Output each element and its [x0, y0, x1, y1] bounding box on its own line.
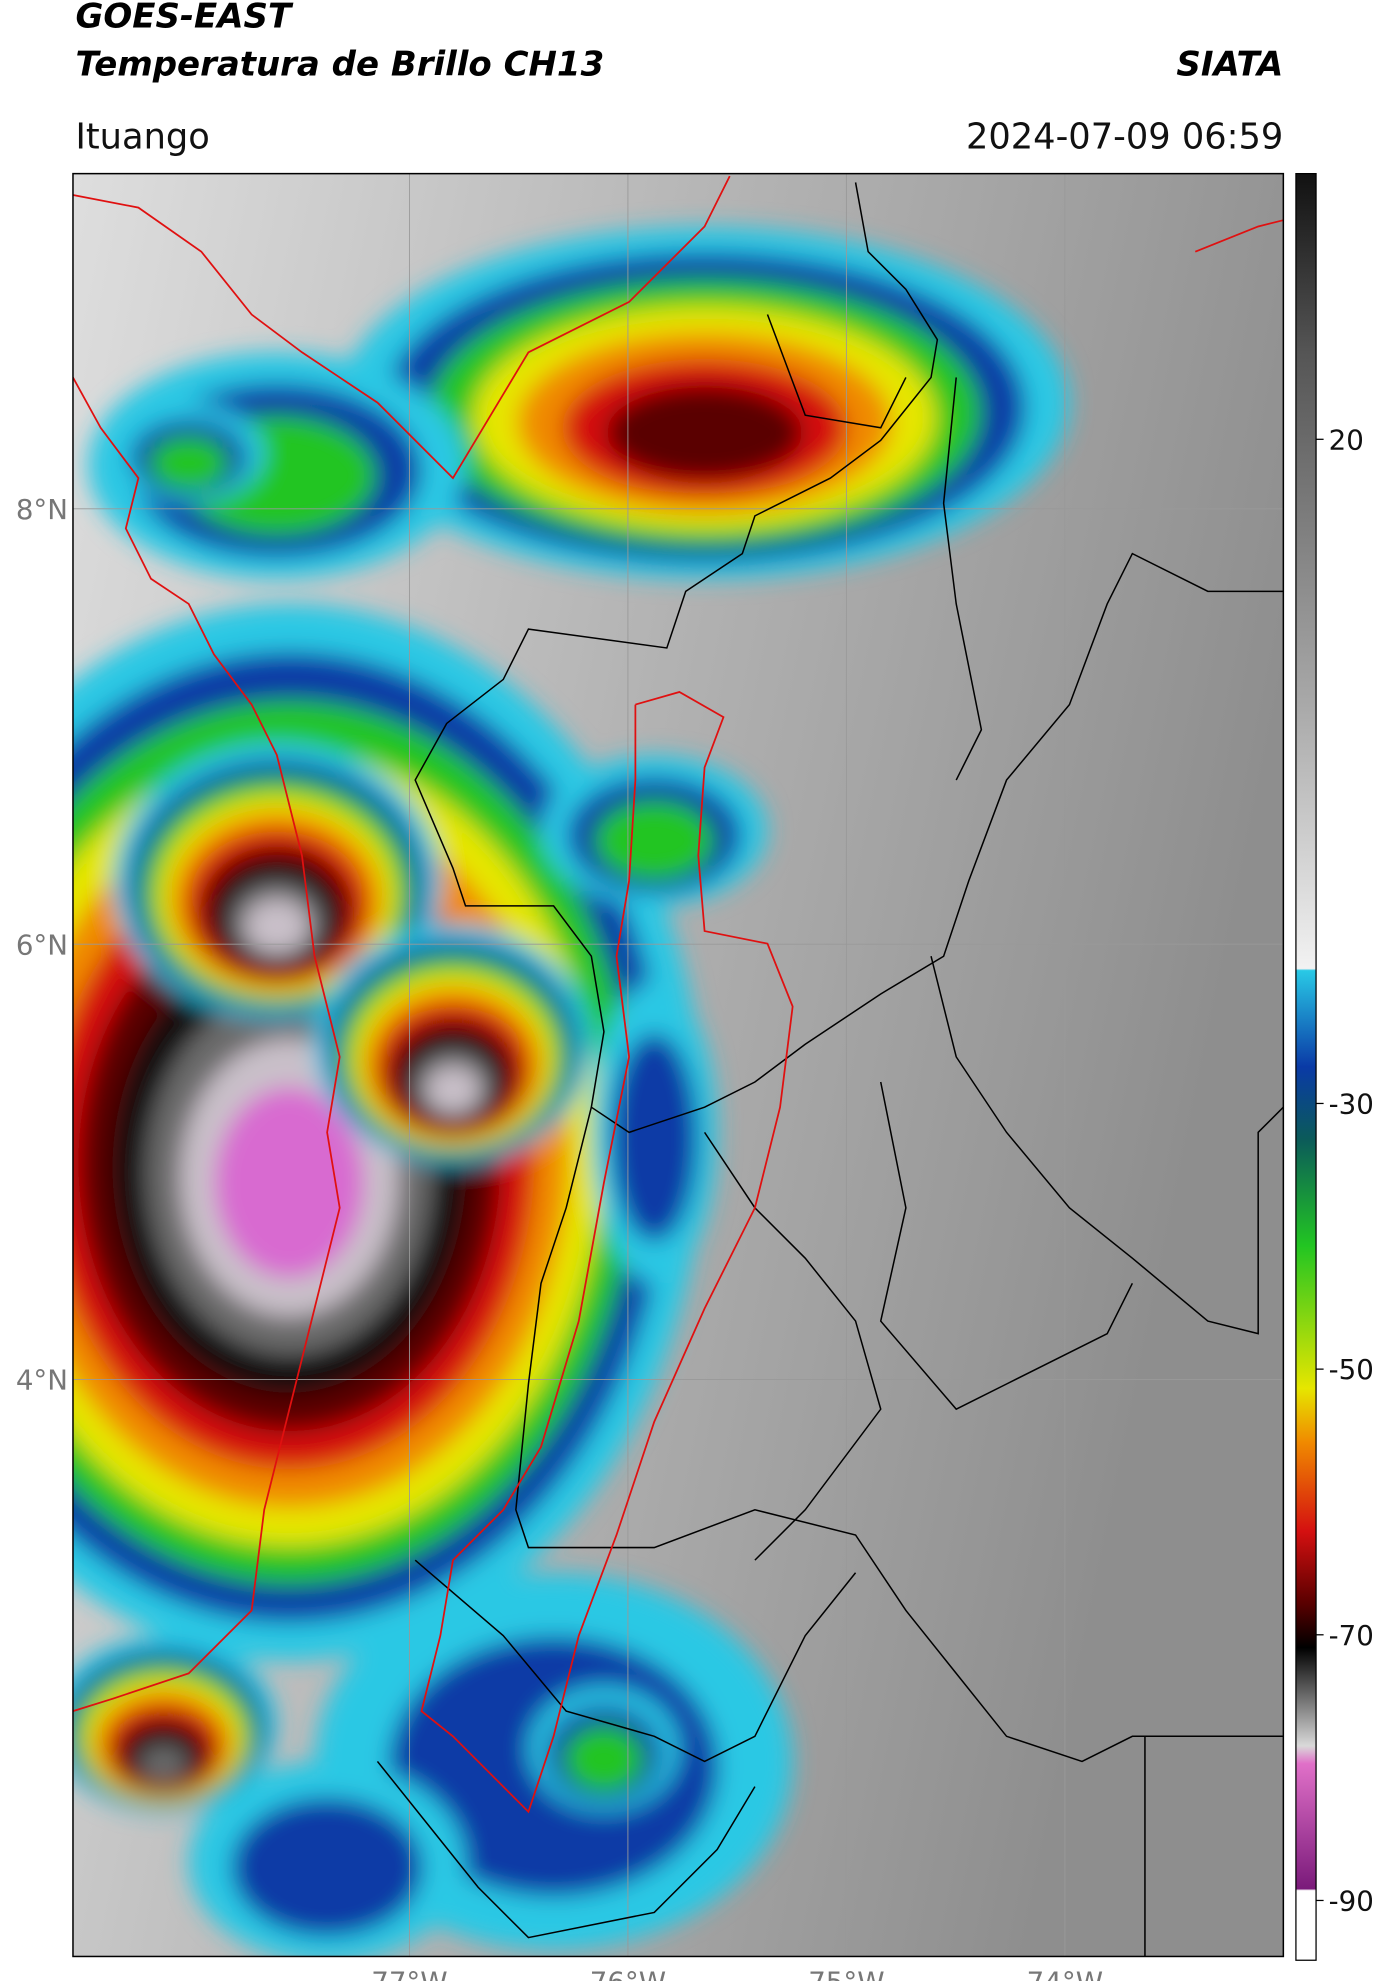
y-tick-label: 4°N: [16, 1364, 68, 1397]
cloud: [606, 385, 803, 481]
cloud: [231, 1797, 423, 1937]
map: [72, 173, 1284, 1957]
colorbar-ticks: 20 -30 -50 -70 -90: [1316, 423, 1374, 1918]
colorbar-tick-label: -90: [1329, 1885, 1374, 1918]
datetime: 2024-07-09 06:59: [966, 116, 1283, 157]
x-tick-label: 74°W: [1027, 1966, 1103, 1981]
colorbar-tick-label: 20: [1329, 423, 1364, 456]
colorbar-tick-label: -50: [1329, 1353, 1374, 1386]
x-tick-label: 77°W: [371, 1966, 447, 1981]
cloud: [139, 1744, 188, 1783]
subtitle: Temperatura de Brillo CH13: [75, 44, 604, 84]
cloud: [611, 1033, 698, 1242]
cloud: [214, 1087, 365, 1278]
y-tick-label: 8°N: [16, 493, 68, 526]
x-tick-label: 76°W: [590, 1966, 666, 1981]
cloud: [244, 898, 309, 954]
cloud: [564, 1725, 644, 1792]
title: GOES-EAST: [75, 0, 293, 37]
colorbar: [1295, 172, 1317, 1961]
cloud: [425, 1066, 481, 1114]
red-borders: [72, 175, 1284, 1814]
cloud-field: [72, 226, 1070, 1957]
brand: SIATA: [1176, 44, 1283, 84]
cloud: [594, 800, 714, 881]
location: Ituango: [75, 116, 209, 157]
map-frame: [72, 172, 1285, 1958]
cloud: [149, 436, 229, 490]
colorbar-tick-label: -30: [1329, 1088, 1374, 1121]
y-tick-label: 6°N: [16, 928, 68, 961]
x-tick-label: 75°W: [808, 1966, 884, 1981]
colorbar-tick-label: -70: [1329, 1619, 1374, 1652]
